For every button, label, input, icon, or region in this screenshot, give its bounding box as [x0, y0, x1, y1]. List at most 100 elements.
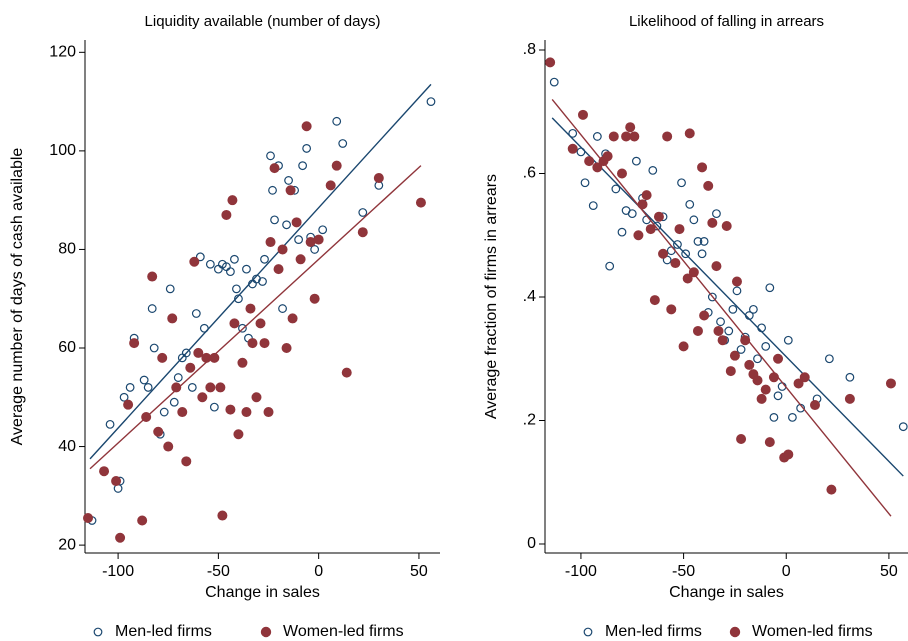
point: [325, 180, 336, 191]
x-tick-label: 0: [782, 563, 791, 580]
y-tick-label: 20: [58, 536, 76, 553]
point: [567, 143, 578, 154]
point: [139, 375, 149, 385]
point: [278, 304, 287, 313]
point: [799, 372, 810, 383]
y-tick-label: 100: [49, 142, 76, 159]
point: [689, 215, 699, 225]
point: [732, 286, 742, 296]
fit-line: [89, 83, 432, 460]
point: [285, 185, 296, 196]
point: [287, 313, 298, 324]
point: [697, 249, 707, 259]
legend-label: Men-led firms: [605, 623, 702, 640]
point: [728, 304, 738, 314]
legend-marker: [583, 627, 593, 637]
point: [898, 422, 908, 432]
point: [608, 131, 619, 142]
point: [617, 227, 627, 237]
point: [625, 122, 636, 133]
point: [707, 292, 717, 302]
point: [653, 211, 664, 222]
legend-label: Women-led firms: [283, 623, 404, 640]
point: [673, 240, 682, 249]
point: [716, 317, 725, 327]
point: [641, 190, 652, 201]
point: [332, 116, 342, 126]
point: [318, 225, 328, 235]
y-axis-label: Average fraction of firms in arrears: [483, 174, 500, 419]
point: [674, 224, 685, 235]
point: [764, 437, 775, 448]
point: [783, 335, 793, 345]
legend-marker: [729, 626, 741, 638]
x-axis-label: Change in sales: [205, 584, 320, 601]
point: [313, 234, 324, 245]
point: [699, 310, 710, 321]
point: [568, 128, 578, 138]
point: [189, 256, 200, 267]
point: [341, 367, 352, 378]
x-tick-label: -100: [102, 563, 134, 580]
point: [684, 128, 695, 139]
point: [338, 139, 348, 148]
point: [191, 309, 201, 318]
point: [357, 227, 368, 238]
point: [331, 160, 342, 171]
point: [845, 372, 855, 382]
chart-title: Liquidity available (number of days): [145, 13, 381, 30]
point: [724, 326, 734, 336]
point: [592, 162, 603, 173]
point: [115, 532, 126, 543]
point: [111, 476, 122, 487]
point: [137, 515, 148, 526]
point: [277, 244, 288, 255]
point: [717, 335, 728, 346]
point: [765, 283, 775, 293]
x-tick-label: 50: [880, 563, 898, 580]
x-tick-label: -50: [672, 563, 695, 580]
point: [181, 456, 192, 467]
point: [269, 163, 280, 174]
point: [169, 397, 179, 407]
point: [549, 77, 559, 87]
point: [159, 407, 169, 417]
point: [268, 185, 277, 195]
point: [685, 199, 695, 209]
point: [584, 156, 595, 167]
point: [602, 151, 613, 162]
point: [756, 393, 767, 404]
point: [629, 131, 640, 142]
legend-label: Men-led firms: [115, 623, 212, 640]
point: [748, 304, 758, 314]
point: [233, 429, 244, 440]
point: [310, 245, 320, 254]
point: [281, 342, 292, 353]
point: [209, 352, 220, 363]
point: [783, 449, 794, 460]
point: [761, 341, 771, 351]
point: [247, 338, 258, 349]
legend-marker: [260, 626, 272, 638]
point: [221, 209, 232, 220]
point: [885, 378, 896, 389]
y-tick-label: 40: [58, 438, 76, 455]
point: [165, 284, 175, 294]
x-tick-label: 50: [410, 563, 428, 580]
point: [633, 230, 644, 241]
fit-line: [551, 98, 892, 517]
point: [177, 407, 188, 418]
x-axis-label: Change in sales: [669, 584, 784, 601]
point: [255, 318, 266, 329]
y-tick-label: 80: [58, 241, 76, 258]
point: [666, 304, 677, 315]
point: [209, 402, 219, 412]
point: [426, 97, 436, 106]
point: [266, 151, 275, 161]
point: [284, 176, 293, 185]
point: [123, 399, 134, 410]
y-tick-label: .8: [523, 41, 536, 58]
point: [670, 258, 681, 269]
point: [215, 382, 226, 393]
point: [185, 362, 196, 373]
